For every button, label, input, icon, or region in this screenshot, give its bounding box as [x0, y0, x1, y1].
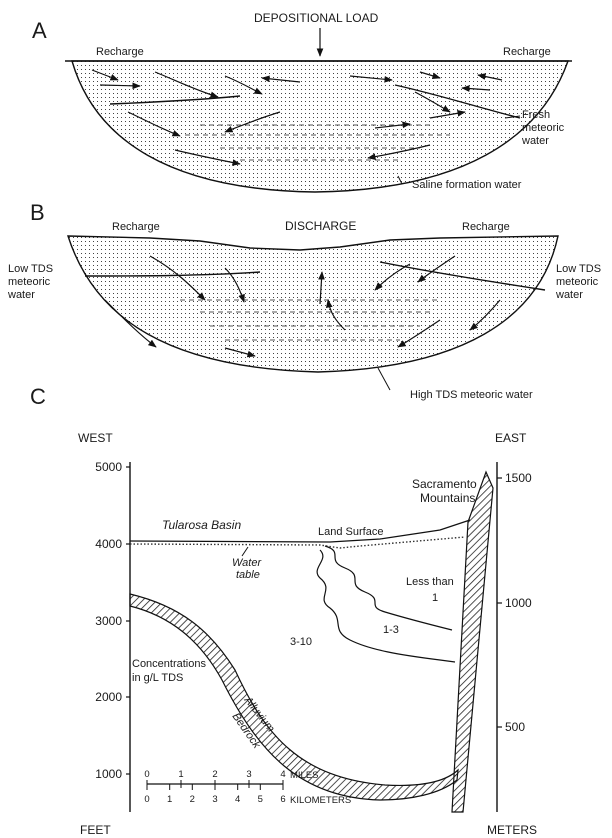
feet-tick-labels: 5000 4000 3000 2000 1000	[95, 460, 122, 781]
svg-text:3: 3	[212, 794, 217, 805]
feet-ticks	[126, 466, 130, 775]
svg-text:500: 500	[505, 720, 525, 734]
svg-text:4000: 4000	[95, 537, 122, 551]
panel-b: B Recharge DISCHARGE Recharge	[7, 200, 604, 401]
water-table-line	[129, 536, 466, 549]
panel-a-dashes	[185, 124, 450, 161]
discharge-label: DISCHARGE	[285, 219, 356, 233]
depositional-load-label: DEPOSITIONAL LOAD	[254, 11, 379, 25]
panel-a-interfaces	[109, 84, 521, 119]
svg-text:2: 2	[212, 769, 217, 780]
land-surface-label: Land Surface	[318, 526, 383, 538]
panel-b-letter: B	[30, 200, 45, 225]
svg-text:2000: 2000	[95, 690, 122, 704]
svg-text:4: 4	[280, 769, 285, 780]
west-label: WEST	[78, 431, 113, 445]
scale-miles-label: MILES	[290, 770, 319, 781]
panel-a-recharge-left: Recharge	[96, 46, 144, 58]
fresh-meteoric-water-label: Fresh meteoric water	[521, 109, 567, 147]
svg-text:3000: 3000	[95, 614, 122, 628]
range-1-3-label: 1-3	[383, 624, 399, 636]
meters-label: METERS	[487, 823, 537, 837]
saline-water-leader	[397, 175, 403, 185]
concentrations-label: Concentrations in g/L TDS	[132, 658, 209, 684]
contour-1-3	[316, 549, 456, 663]
svg-text:0: 0	[144, 794, 149, 805]
scale-bar: 0 1 2 3 4 0 1 2 3 4 5 6 MILES KILOMETERS	[144, 769, 351, 806]
water-table-label: Water table	[232, 557, 264, 581]
east-label: EAST	[495, 431, 527, 445]
svg-text:1000: 1000	[505, 596, 532, 610]
panel-a: A DEPOSITIONAL LOAD Recharge Recharge	[32, 11, 572, 193]
feet-label: FEET	[80, 823, 111, 837]
sacramento-mountains-label: Sacramento Mountains	[412, 477, 480, 505]
svg-text:3: 3	[246, 769, 251, 780]
svg-text:1: 1	[178, 769, 183, 780]
panel-c-letter: C	[30, 384, 46, 409]
saline-formation-water-label: Saline formation water	[412, 179, 522, 191]
contour-less-than-1	[324, 545, 453, 631]
svg-text:4: 4	[235, 794, 240, 805]
range-3-10-label: 3-10	[290, 636, 312, 648]
less-than-1-label: Less than 1	[406, 576, 457, 604]
panel-a-recharge-right: Recharge	[503, 46, 551, 58]
panel-a-flow-arrows	[91, 69, 503, 166]
tularosa-basin-label: Tularosa Basin	[162, 518, 241, 532]
panel-b-recharge-left: Recharge	[112, 221, 160, 233]
low-tds-right-label: Low TDS meteoric water	[555, 263, 604, 301]
svg-text:5000: 5000	[95, 460, 122, 474]
panel-c: C WEST EAST FEET METERS 5000 4000 3000 2…	[30, 384, 537, 837]
land-surface-line	[129, 519, 471, 543]
svg-text:0: 0	[144, 769, 149, 780]
water-table-leader	[241, 546, 249, 557]
panel-b-flow-arrows	[104, 255, 501, 358]
low-tds-left-label: Low TDS meteoric water	[7, 263, 56, 301]
high-tds-leader	[377, 367, 391, 391]
bedrock-band	[129, 593, 459, 801]
meter-ticks	[497, 477, 502, 728]
svg-text:2: 2	[190, 794, 195, 805]
panel-a-letter: A	[32, 18, 47, 43]
high-tds-meteoric-water-label: High TDS meteoric water	[410, 389, 533, 401]
panel-b-recharge-right: Recharge	[462, 221, 510, 233]
svg-text:6: 6	[280, 794, 285, 805]
panel-b-interfaces	[84, 261, 546, 291]
svg-text:1500: 1500	[505, 471, 532, 485]
svg-text:1000: 1000	[95, 767, 122, 781]
fault-zone	[451, 470, 494, 813]
panel-a-basin	[71, 60, 569, 193]
panel-b-basin	[67, 235, 559, 373]
panel-b-dashes	[180, 299, 440, 341]
scale-km-label: KILOMETERS	[290, 795, 351, 806]
meter-tick-labels: 1500 1000 500	[505, 471, 532, 734]
fresh-water-leader	[504, 115, 521, 119]
svg-text:5: 5	[258, 794, 263, 805]
svg-text:1: 1	[167, 794, 172, 805]
